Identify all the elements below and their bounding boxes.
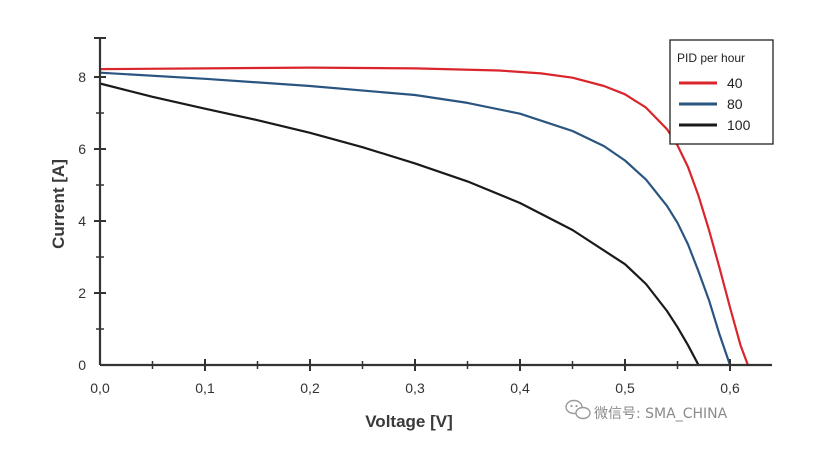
y-axis-title: Current [A] [49, 159, 68, 249]
axes [98, 38, 772, 367]
y-tick-label: 4 [78, 213, 86, 229]
x-tick-label: 0,5 [615, 380, 635, 396]
x-tick-label: 0,4 [510, 380, 530, 396]
x-tick-label: 0,0 [90, 380, 110, 396]
wechat-icon [565, 399, 591, 420]
watermark-text: 微信号: SMA_CHINA [594, 406, 728, 422]
legend: PID per hour 40 80 100 [669, 39, 774, 145]
plot-area [98, 66, 749, 367]
legend-box [669, 39, 774, 145]
y-tick-label: 0 [78, 357, 86, 373]
x-tick-label: 0,6 [720, 380, 740, 396]
legend-label: 80 [727, 96, 743, 112]
series-line-40 [98, 66, 749, 367]
x-tick-label: 0,2 [300, 380, 320, 396]
legend-label: 100 [727, 117, 751, 133]
x-tick-label: 0,1 [195, 380, 215, 396]
series-line-80 [98, 71, 732, 367]
legend-title: PID per hour [677, 51, 745, 65]
series-line-100 [98, 82, 700, 367]
watermark: 微信号: SMA_CHINA [565, 399, 728, 422]
y-tick-label: 6 [78, 141, 86, 157]
ticks: 0 2 4 6 8 0,0 0,1 0,2 0,3 0,4 0,5 0,6 [78, 37, 740, 396]
y-tick-label: 8 [78, 69, 86, 85]
x-axis-title: Voltage [V] [365, 412, 453, 431]
legend-label: 40 [727, 75, 743, 91]
x-tick-label: 0,3 [405, 380, 425, 396]
y-tick-label: 2 [78, 285, 86, 301]
